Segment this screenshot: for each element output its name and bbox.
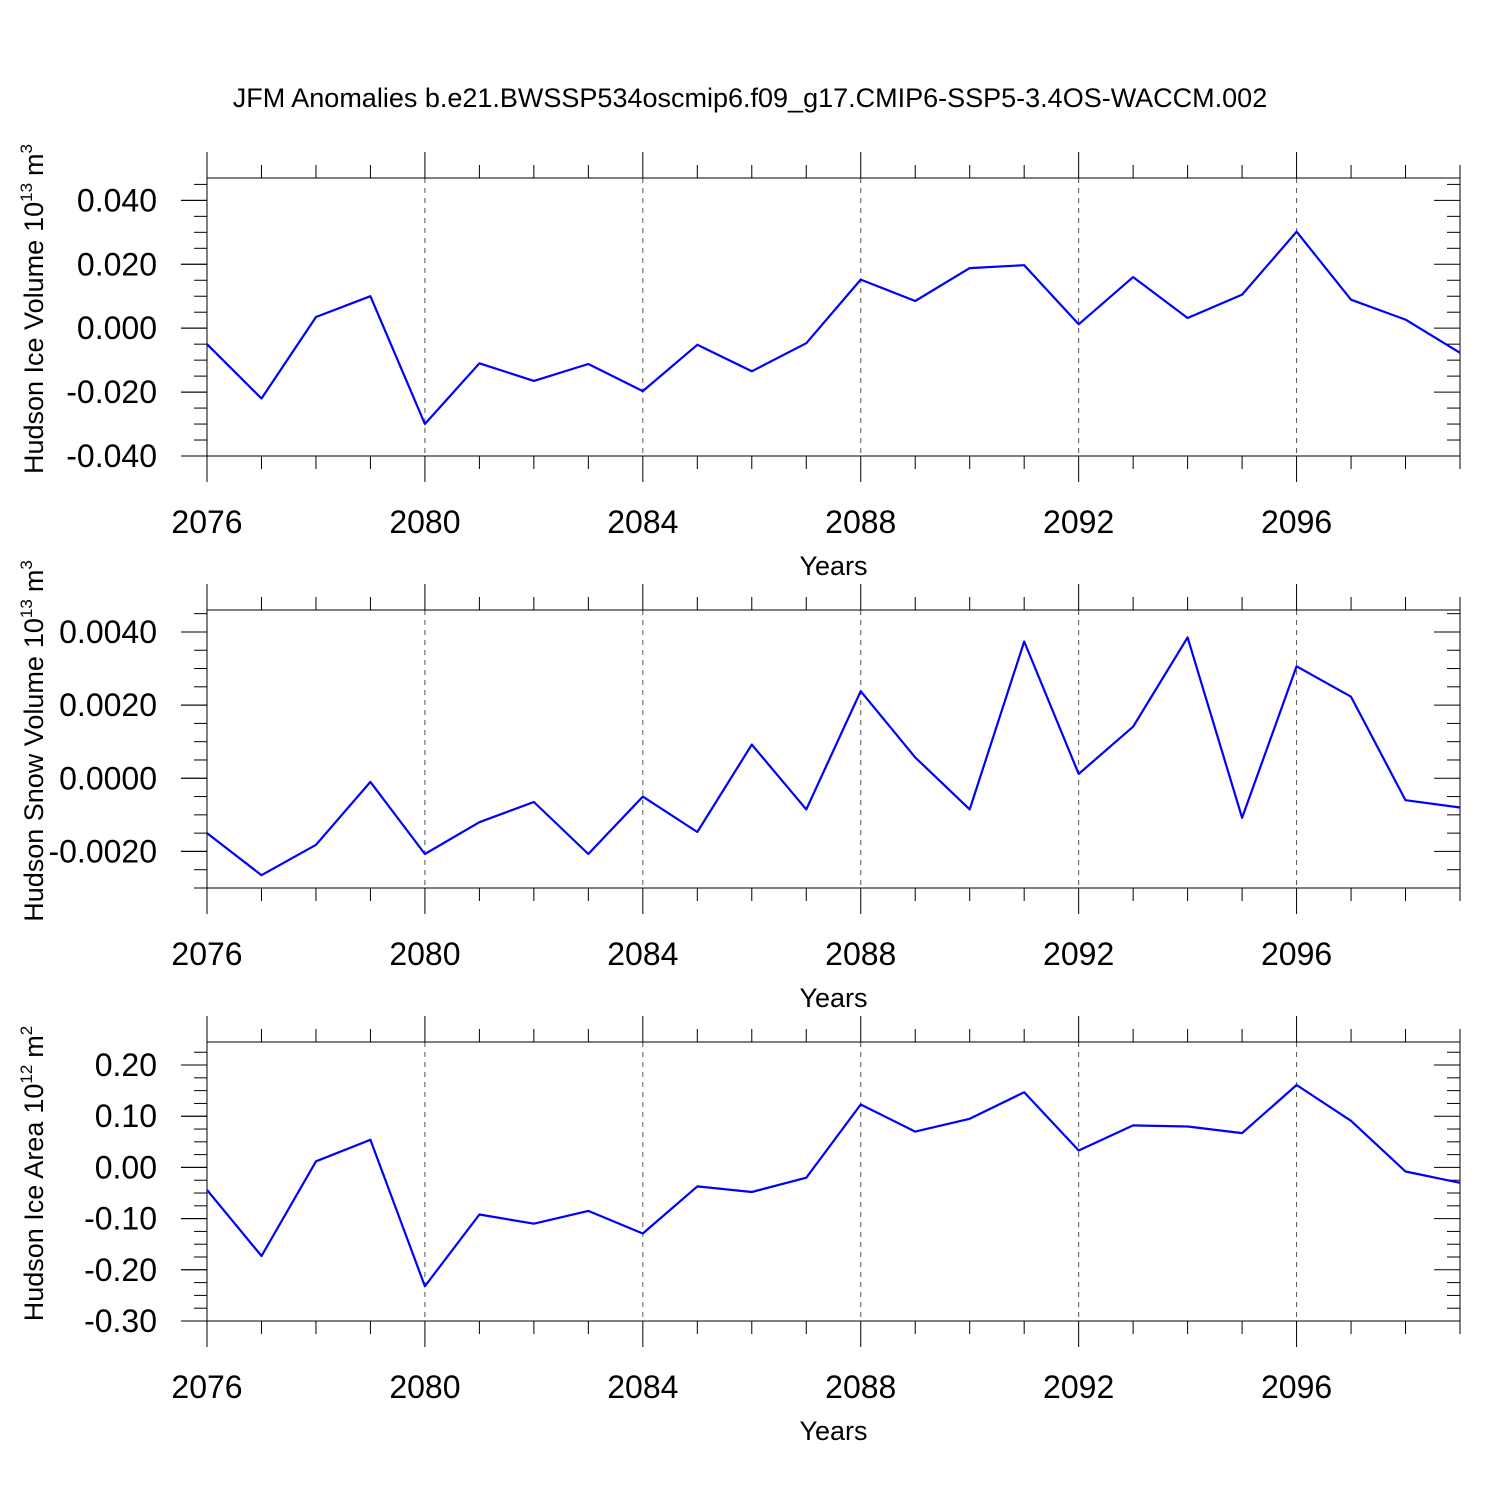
x-tick-label: 2080 — [389, 936, 460, 972]
plot-frame — [206, 177, 1461, 457]
y-tick-label: 0.020 — [77, 246, 157, 282]
x-tick-label: 2088 — [825, 1369, 896, 1405]
y-axis-unit-symbol: m — [19, 570, 49, 593]
x-tick-label: 2096 — [1261, 504, 1332, 540]
y-tick-label: 0.0040 — [59, 614, 157, 650]
x-tick-label: 2076 — [171, 504, 242, 540]
y-axis-title-text: Hudson Ice Volume — [19, 240, 49, 474]
y-tick-label: 0.10 — [95, 1098, 157, 1134]
series-line-ice-area — [206, 1083, 1461, 1288]
x-tick-label: 2084 — [607, 504, 678, 540]
y-axis-unit-symbol-exponent: 3 — [17, 144, 36, 153]
panel-snow-volume: 2076 2080 2084 2088 2092 2096 Years -0.0020 0.00… — [17, 560, 1461, 1013]
x-tick-label: 2092 — [1043, 1369, 1114, 1405]
x-axis-title: Years — [799, 551, 867, 581]
y-tick-label: 0.20 — [95, 1047, 157, 1083]
x-tick-label: 2084 — [607, 1369, 678, 1405]
x-tick-label: 2096 — [1261, 936, 1332, 972]
y-tick-label: 0.00 — [95, 1149, 157, 1185]
y-tick-label: 0.040 — [77, 182, 157, 218]
y-axis-title-text: Hudson Ice Area — [19, 1121, 49, 1322]
series-line-ice-volume — [206, 230, 1461, 426]
y-tick-label: 0.0000 — [59, 760, 157, 796]
x-tick-label: 2080 — [389, 504, 460, 540]
x-tick-label: 2092 — [1043, 936, 1114, 972]
y-tick-label: -0.20 — [84, 1252, 157, 1288]
panel-ice-volume: 2076 2080 2084 2088 2092 2096 Years -0.040 -0.02… — [17, 144, 1461, 581]
y-axis-unit-symbol: m — [19, 1035, 49, 1058]
chart-title: JFM Anomalies b.e21.BWSSP534oscmip6.f09_… — [233, 83, 1267, 113]
y-axis-unit-symbol: m — [19, 153, 49, 176]
x-axis-title: Years — [799, 983, 867, 1013]
y-tick-label: 0.000 — [77, 310, 157, 346]
y-axis-unit-exponent: 13 — [17, 599, 36, 618]
y-axis-unit-exponent: 12 — [17, 1065, 36, 1084]
series-line-snow-volume — [206, 636, 1461, 877]
x-tick-label: 2088 — [825, 504, 896, 540]
x-tick-label: 2084 — [607, 936, 678, 972]
y-axis-title: Hudson Ice Area 1012 m2 — [17, 1026, 49, 1322]
y-tick-label: -0.10 — [84, 1201, 157, 1237]
y-axis-title: Hudson Snow Volume 1013 m3 — [17, 560, 49, 922]
plot-frame — [206, 609, 1461, 889]
x-tick-label: 2092 — [1043, 504, 1114, 540]
y-axis-unit-base: 10 — [19, 618, 49, 648]
y-tick-label: -0.020 — [66, 374, 157, 410]
x-tick-label: 2096 — [1261, 1369, 1332, 1405]
y-axis-unit-base: 10 — [19, 1084, 49, 1114]
plot-frame — [206, 1041, 1461, 1322]
y-tick-label: -0.30 — [84, 1303, 157, 1339]
panel-ice-area: 2076 2080 2084 2088 2092 2096 Years -0.30 -0.20 -… — [17, 1016, 1461, 1446]
y-axis-unit-exponent: 13 — [17, 183, 36, 202]
y-axis-unit-symbol-exponent: 3 — [17, 560, 36, 569]
y-axis-title-text: Hudson Snow Volume — [19, 656, 49, 922]
x-tick-label: 2076 — [171, 1369, 242, 1405]
y-tick-label: -0.0020 — [48, 833, 157, 869]
y-tick-label: -0.040 — [66, 438, 157, 474]
y-axis-unit-base: 10 — [19, 202, 49, 232]
x-tick-label: 2088 — [825, 936, 896, 972]
y-axis-unit-symbol-exponent: 2 — [17, 1026, 36, 1035]
y-axis-title: Hudson Ice Volume 1013 m3 — [17, 144, 49, 474]
x-tick-label: 2076 — [171, 936, 242, 972]
x-axis-title: Years — [799, 1416, 867, 1446]
x-tick-label: 2080 — [389, 1369, 460, 1405]
y-tick-label: 0.0020 — [59, 687, 157, 723]
